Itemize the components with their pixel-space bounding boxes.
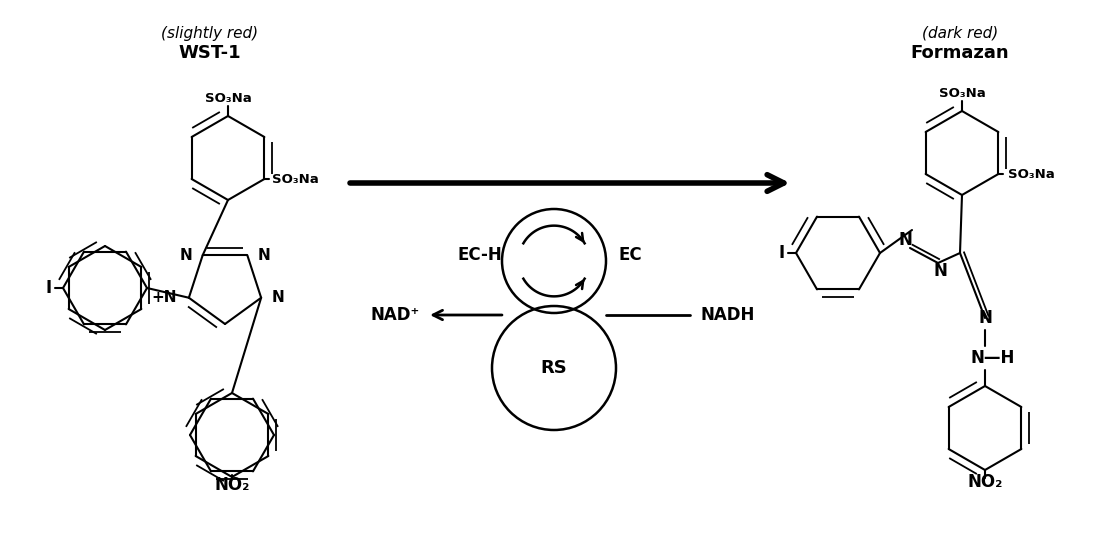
Text: SO₃Na: SO₃Na — [205, 92, 252, 104]
Text: NAD⁺: NAD⁺ — [370, 306, 420, 324]
Text: SO₃Na: SO₃Na — [273, 173, 319, 186]
Text: N: N — [933, 262, 947, 280]
Text: N: N — [257, 248, 271, 263]
Text: SO₃Na: SO₃Na — [938, 86, 986, 99]
Text: (dark red): (dark red) — [922, 26, 998, 41]
Text: EC-H: EC-H — [458, 246, 502, 264]
Text: +N: +N — [151, 291, 176, 305]
Text: I: I — [779, 244, 785, 262]
Text: N: N — [271, 291, 284, 305]
Text: RS: RS — [540, 359, 568, 377]
Text: N: N — [180, 248, 193, 263]
Text: (slightly red): (slightly red) — [162, 26, 258, 41]
Text: EC: EC — [618, 246, 642, 264]
Text: N: N — [978, 309, 991, 327]
Text: I: I — [45, 279, 52, 297]
Text: N—H: N—H — [970, 349, 1015, 367]
Text: NO₂: NO₂ — [214, 476, 250, 494]
Text: NADH: NADH — [700, 306, 754, 324]
Text: SO₃Na: SO₃Na — [1008, 167, 1055, 180]
Text: Formazan: Formazan — [910, 44, 1009, 62]
Text: NO₂: NO₂ — [967, 473, 1003, 491]
Text: WST-1: WST-1 — [179, 44, 242, 62]
Text: N: N — [898, 231, 912, 249]
